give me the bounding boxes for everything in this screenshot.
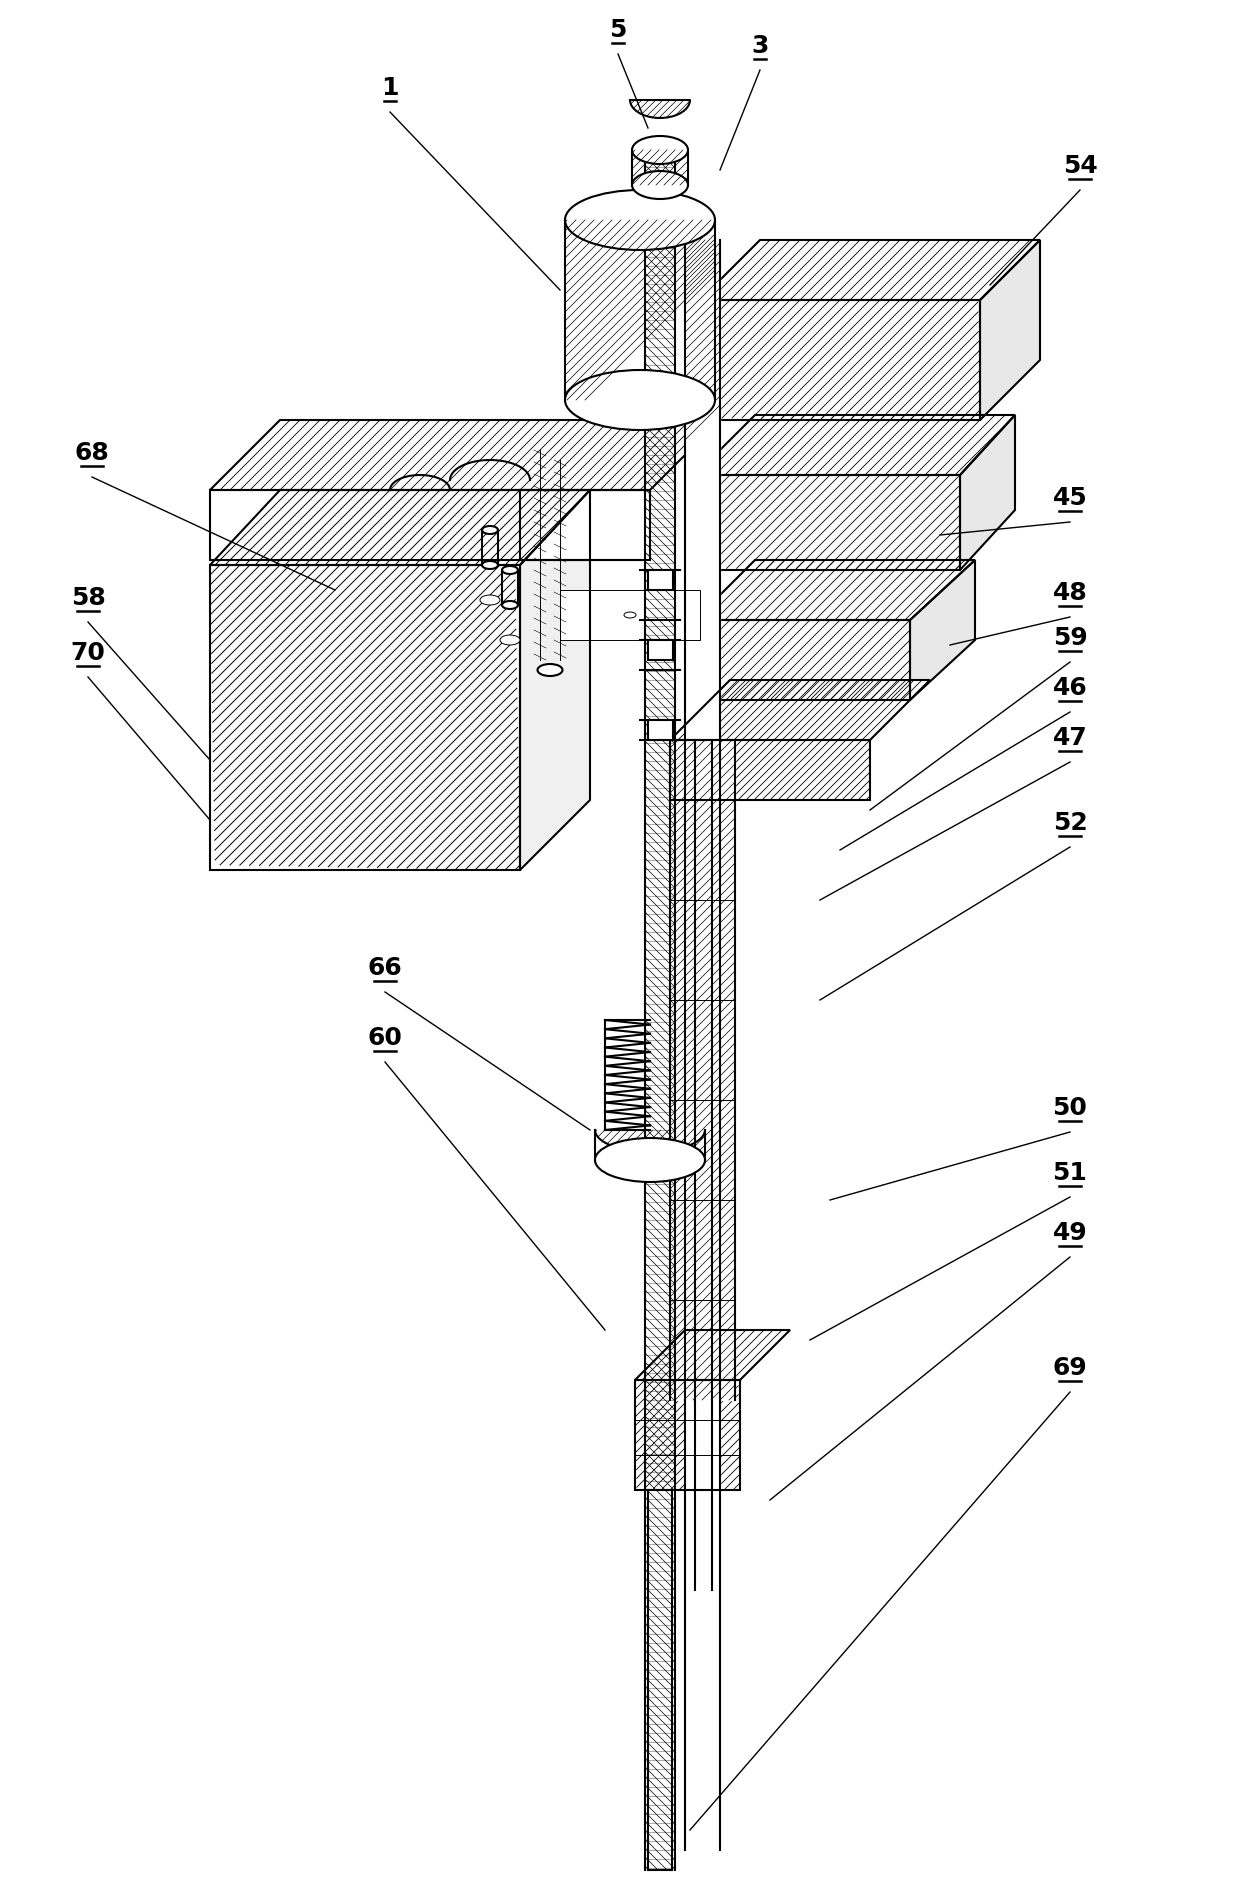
Text: 70: 70: [71, 642, 105, 664]
Polygon shape: [670, 740, 870, 799]
Polygon shape: [960, 416, 1016, 569]
Text: 68: 68: [74, 440, 109, 465]
Ellipse shape: [632, 137, 688, 163]
Ellipse shape: [502, 602, 518, 609]
Ellipse shape: [632, 171, 688, 199]
Polygon shape: [694, 621, 910, 700]
Polygon shape: [701, 239, 1040, 300]
Text: 3: 3: [751, 34, 769, 59]
Polygon shape: [210, 419, 720, 490]
Ellipse shape: [482, 526, 498, 533]
Text: 54: 54: [1063, 154, 1097, 178]
Polygon shape: [694, 416, 1016, 474]
Ellipse shape: [500, 636, 520, 645]
Text: 47: 47: [1053, 727, 1087, 750]
Ellipse shape: [482, 562, 498, 569]
Ellipse shape: [537, 664, 563, 676]
Polygon shape: [640, 61, 689, 85]
Text: 5: 5: [609, 17, 626, 42]
Polygon shape: [910, 560, 975, 700]
Polygon shape: [635, 1330, 790, 1380]
Polygon shape: [635, 1380, 740, 1490]
Ellipse shape: [565, 370, 715, 431]
Ellipse shape: [502, 566, 518, 573]
Text: 46: 46: [1053, 676, 1087, 700]
Ellipse shape: [565, 190, 715, 251]
Text: 69: 69: [1053, 1355, 1087, 1380]
Text: 58: 58: [71, 586, 105, 609]
Bar: [649, 569, 673, 590]
Polygon shape: [670, 679, 930, 740]
Ellipse shape: [480, 594, 500, 605]
Polygon shape: [210, 490, 650, 560]
Polygon shape: [560, 590, 701, 640]
Text: 52: 52: [1053, 810, 1087, 835]
Text: 45: 45: [1053, 486, 1087, 511]
Text: 50: 50: [1053, 1095, 1087, 1120]
Polygon shape: [210, 566, 520, 869]
Text: 49: 49: [1053, 1220, 1087, 1245]
Bar: [649, 719, 673, 740]
Polygon shape: [694, 474, 960, 569]
Polygon shape: [520, 490, 590, 869]
Bar: [649, 640, 673, 661]
Polygon shape: [694, 560, 975, 621]
Polygon shape: [210, 490, 590, 566]
Text: 48: 48: [1053, 581, 1087, 605]
Text: 60: 60: [367, 1027, 403, 1050]
Ellipse shape: [624, 611, 636, 619]
Polygon shape: [980, 239, 1040, 419]
Polygon shape: [701, 300, 980, 419]
Text: 1: 1: [381, 76, 399, 101]
Text: 66: 66: [367, 957, 402, 979]
Ellipse shape: [595, 1139, 706, 1182]
Text: 59: 59: [1053, 626, 1087, 649]
Text: 51: 51: [1053, 1162, 1087, 1184]
